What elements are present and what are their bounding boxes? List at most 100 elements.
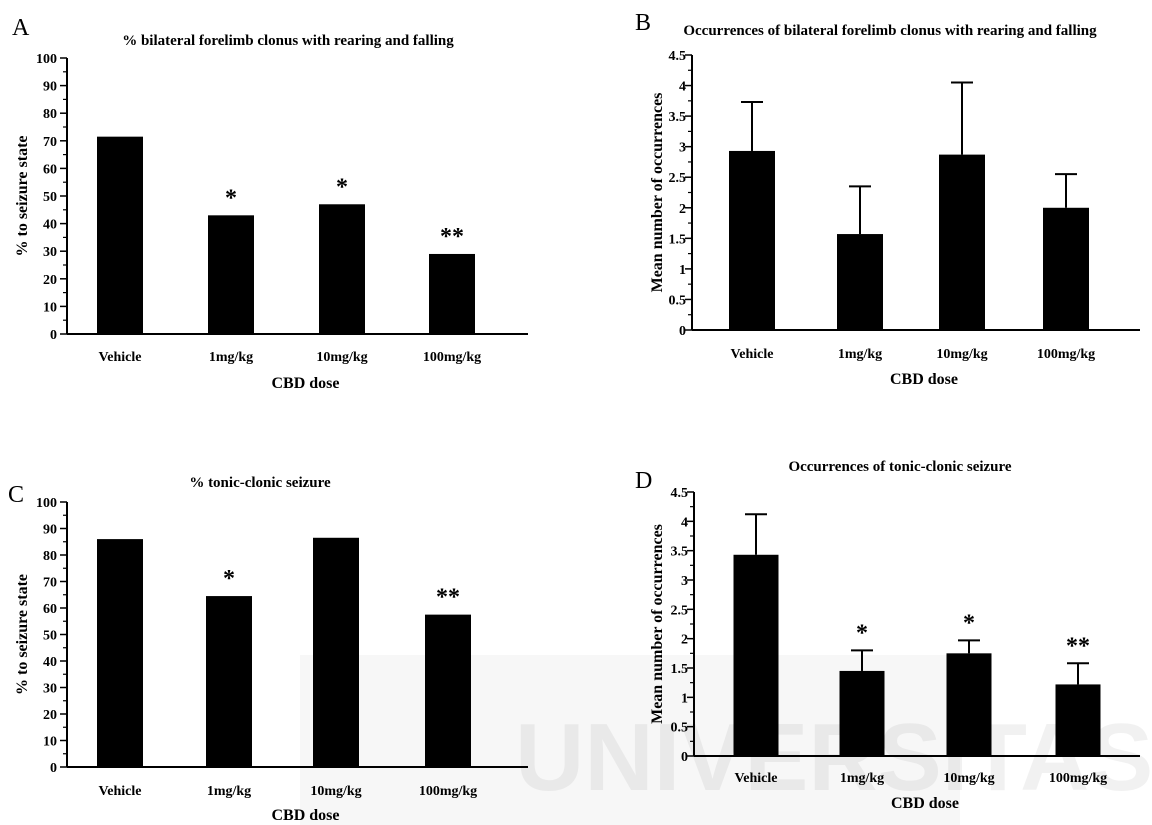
x-tick-label: 100mg/kg xyxy=(423,350,481,365)
y-tick-label: 0 xyxy=(50,761,57,776)
x-tick-label: 10mg/kg xyxy=(936,347,987,362)
x-axis-label: CBD dose xyxy=(891,795,959,812)
x-tick-label: 1mg/kg xyxy=(209,350,253,365)
bar-1mg-kg xyxy=(206,596,252,767)
x-tick-label: 10mg/kg xyxy=(316,350,367,365)
y-axis-label: Mean number of occurrences xyxy=(649,93,666,293)
significance-marker: * xyxy=(223,566,235,592)
y-tick-label: 2 xyxy=(681,633,688,648)
bar-vehicle xyxy=(97,539,143,767)
y-axis-label: Mean number of occurrences xyxy=(649,524,666,724)
bar-vehicle xyxy=(97,136,143,334)
x-tick-label: Vehicle xyxy=(730,347,773,362)
y-tick-label: 40 xyxy=(43,218,57,233)
chart-title: % tonic-clonic seizure xyxy=(189,475,331,491)
x-tick-label: Vehicle xyxy=(98,784,141,799)
bar-100mg-kg xyxy=(1055,684,1101,756)
y-tick-label: 100 xyxy=(36,496,57,511)
x-tick-label: Vehicle xyxy=(98,350,141,365)
panel-label: A xyxy=(12,15,30,41)
y-tick-label: 50 xyxy=(43,629,57,644)
y-tick-label: 90 xyxy=(43,80,57,95)
y-tick-label: 3 xyxy=(679,141,686,156)
y-tick-label: 0.5 xyxy=(669,293,687,308)
x-axis-label: CBD dose xyxy=(271,375,339,392)
y-tick-label: 4.5 xyxy=(669,49,687,64)
bar-10mg-kg xyxy=(319,204,365,334)
x-tick-label: 100mg/kg xyxy=(1037,347,1095,362)
chart-panel-c: C % tonic-clonic seizure 0 10 20 30 40 50 60 70 80… xyxy=(8,475,528,824)
significance-marker: ** xyxy=(440,224,464,250)
y-tick-label: 20 xyxy=(43,708,57,723)
y-tick-label: 60 xyxy=(43,602,57,617)
y-tick-label: 10 xyxy=(43,300,57,315)
bar-100mg-kg xyxy=(425,614,471,767)
y-tick-label: 2.5 xyxy=(671,603,689,618)
y-tick-label: 1.5 xyxy=(671,662,689,677)
y-tick-label: 80 xyxy=(43,549,57,564)
y-tick-label: 1 xyxy=(679,263,686,278)
significance-marker: ** xyxy=(436,585,460,611)
x-tick-label: 100mg/kg xyxy=(419,784,477,799)
y-tick-label: 0 xyxy=(679,324,686,339)
chart-title: % bilateral forelimb clonus with rearing… xyxy=(122,33,454,49)
y-tick-label: 0.5 xyxy=(671,721,689,736)
y-tick-label: 4 xyxy=(681,515,688,530)
y-axis-label: % to seizure state xyxy=(14,136,31,257)
bar-100mg-kg xyxy=(429,253,475,334)
bar-vehicle xyxy=(733,554,779,756)
chart-panel-b: B Occurrences of bilateral forelimb clonu… xyxy=(635,10,1140,388)
x-tick-label: 1mg/kg xyxy=(840,771,884,786)
significance-marker: * xyxy=(856,620,868,646)
panel-label: C xyxy=(8,482,24,508)
y-tick-label: 0 xyxy=(681,750,688,765)
bar-1mg-kg xyxy=(839,670,885,756)
y-tick-label: 70 xyxy=(43,135,57,150)
y-tick-label: 2 xyxy=(679,202,686,217)
y-tick-label: 1 xyxy=(681,691,688,706)
y-tick-label: 2.5 xyxy=(669,171,687,186)
y-tick-label: 80 xyxy=(43,107,57,122)
y-tick-label: 30 xyxy=(43,245,57,260)
bar-10mg-kg xyxy=(939,154,985,330)
y-tick-label: 40 xyxy=(43,655,57,670)
x-tick-label: 1mg/kg xyxy=(207,784,251,799)
x-axis-label: CBD dose xyxy=(271,807,339,824)
y-tick-label: 20 xyxy=(43,273,57,288)
chart-title: Occurrences of tonic-clonic seizure xyxy=(788,459,1011,475)
chart-panel-a: A % bilateral forelimb clonus with rearin… xyxy=(12,15,528,392)
significance-marker: ** xyxy=(1066,633,1090,659)
panel-label: B xyxy=(635,10,651,36)
panel-label: D xyxy=(635,468,652,494)
x-axis-label: CBD dose xyxy=(890,371,958,388)
chart-title: Occurrences of bilateral forelimb clonus… xyxy=(683,23,1097,39)
y-tick-label: 3.5 xyxy=(671,545,689,560)
y-axis-label: % to seizure state xyxy=(14,574,31,695)
bar-1mg-kg xyxy=(208,215,254,334)
y-tick-label: 70 xyxy=(43,576,57,591)
y-tick-label: 30 xyxy=(43,682,57,697)
y-tick-label: 90 xyxy=(43,523,57,538)
y-tick-label: 3.5 xyxy=(669,110,687,125)
y-tick-label: 1.5 xyxy=(669,232,687,247)
y-tick-label: 0 xyxy=(50,328,57,343)
bar-1mg-kg xyxy=(837,234,883,330)
y-tick-label: 10 xyxy=(43,735,57,750)
bar-10mg-kg xyxy=(946,653,992,756)
x-tick-label: 100mg/kg xyxy=(1049,771,1107,786)
bar-10mg-kg xyxy=(313,537,359,767)
y-tick-label: 50 xyxy=(43,190,57,205)
significance-marker: * xyxy=(963,610,975,636)
chart-panel-d: D Occurrences of tonic-clonic seizure 0 0.5… xyxy=(635,459,1140,812)
bar-100mg-kg xyxy=(1043,207,1089,330)
y-tick-label: 60 xyxy=(43,162,57,177)
bar-vehicle xyxy=(729,150,775,330)
x-tick-label: 1mg/kg xyxy=(838,347,882,362)
y-tick-label: 4 xyxy=(679,80,686,95)
x-tick-label: 10mg/kg xyxy=(310,784,361,799)
y-tick-label: 4.5 xyxy=(671,486,689,501)
y-tick-label: 100 xyxy=(36,52,57,67)
x-tick-label: 10mg/kg xyxy=(943,771,994,786)
significance-marker: * xyxy=(336,174,348,200)
